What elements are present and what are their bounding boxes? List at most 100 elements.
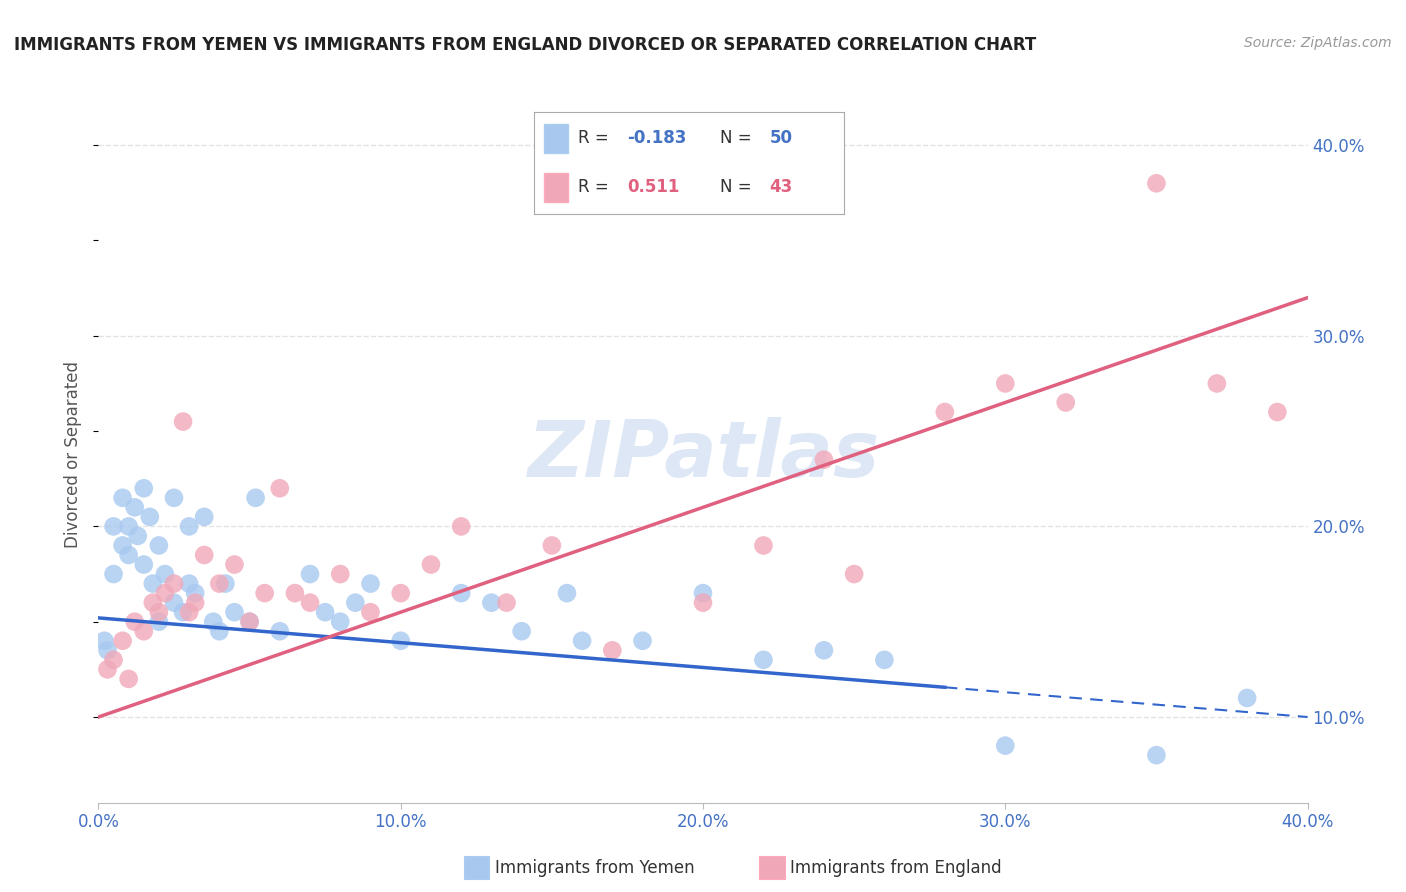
Point: [631, 633, 654, 648]
Point: [96, 643, 118, 657]
Point: [132, 558, 155, 572]
Point: [163, 576, 186, 591]
Text: ZIPatlas: ZIPatlas: [527, 417, 879, 493]
Point: [450, 586, 472, 600]
Point: [214, 576, 236, 591]
Point: [571, 633, 593, 648]
Point: [179, 576, 201, 591]
Point: [184, 596, 207, 610]
Point: [184, 586, 207, 600]
Point: [202, 615, 225, 629]
Point: [148, 539, 170, 553]
Point: [103, 567, 125, 582]
Point: [1146, 748, 1168, 763]
Point: [208, 576, 231, 591]
Point: [420, 558, 443, 572]
Point: [224, 605, 246, 619]
Point: [1146, 176, 1168, 190]
Point: [540, 539, 562, 553]
Point: [118, 672, 141, 686]
Point: [163, 491, 186, 505]
Point: [934, 405, 956, 419]
Point: [179, 519, 201, 533]
Point: [481, 596, 503, 610]
Bar: [544, 124, 568, 153]
Point: [148, 615, 170, 629]
Point: [172, 605, 194, 619]
Text: R =: R =: [578, 129, 609, 147]
Point: [389, 633, 412, 648]
Text: Immigrants from Yemen: Immigrants from Yemen: [495, 859, 695, 877]
Point: [124, 500, 146, 515]
Point: [142, 596, 165, 610]
Point: [224, 558, 246, 572]
Point: [495, 596, 517, 610]
Point: [994, 376, 1017, 391]
Bar: [544, 173, 568, 202]
Point: [103, 653, 125, 667]
Point: [124, 615, 146, 629]
Point: [389, 586, 412, 600]
Point: [239, 615, 262, 629]
Text: R =: R =: [578, 178, 609, 196]
Text: 43: 43: [769, 178, 793, 196]
Point: [127, 529, 149, 543]
Point: [118, 519, 141, 533]
Point: [284, 586, 307, 600]
Point: [1054, 395, 1077, 409]
Point: [142, 576, 165, 591]
Point: [269, 624, 291, 639]
Point: [692, 586, 714, 600]
Text: IMMIGRANTS FROM YEMEN VS IMMIGRANTS FROM ENGLAND DIVORCED OR SEPARATED CORRELATI: IMMIGRANTS FROM YEMEN VS IMMIGRANTS FROM…: [14, 36, 1036, 54]
Text: N =: N =: [720, 178, 751, 196]
Text: 0.511: 0.511: [627, 178, 679, 196]
Point: [153, 586, 176, 600]
Point: [299, 596, 322, 610]
Point: [111, 539, 134, 553]
Point: [111, 491, 134, 505]
Point: [163, 596, 186, 610]
Text: Source: ZipAtlas.com: Source: ZipAtlas.com: [1244, 36, 1392, 50]
Point: [1236, 690, 1258, 705]
Point: [96, 662, 118, 676]
Point: [360, 576, 382, 591]
Point: [172, 415, 194, 429]
Point: [148, 605, 170, 619]
Point: [873, 653, 896, 667]
Point: [132, 481, 155, 495]
Point: [450, 519, 472, 533]
Point: [314, 605, 336, 619]
Point: [245, 491, 267, 505]
Point: [132, 624, 155, 639]
Y-axis label: Divorced or Separated: Divorced or Separated: [65, 361, 83, 549]
Point: [329, 615, 352, 629]
Point: [139, 509, 162, 524]
Point: [153, 567, 176, 582]
Point: [813, 643, 835, 657]
Text: N =: N =: [720, 129, 751, 147]
Point: [269, 481, 291, 495]
Point: [208, 624, 231, 639]
Point: [1267, 405, 1289, 419]
Point: [510, 624, 533, 639]
Point: [1206, 376, 1229, 391]
Point: [299, 567, 322, 582]
Point: [360, 605, 382, 619]
Point: [329, 567, 352, 582]
Point: [555, 586, 578, 600]
Point: [103, 519, 125, 533]
Point: [602, 643, 624, 657]
Text: 50: 50: [769, 129, 793, 147]
Point: [193, 509, 215, 524]
Text: Immigrants from England: Immigrants from England: [790, 859, 1002, 877]
Text: -0.183: -0.183: [627, 129, 686, 147]
Point: [179, 605, 201, 619]
Point: [844, 567, 866, 582]
Point: [752, 539, 775, 553]
Point: [692, 596, 714, 610]
Point: [118, 548, 141, 562]
Point: [994, 739, 1017, 753]
Point: [813, 452, 835, 467]
Point: [344, 596, 367, 610]
Point: [239, 615, 262, 629]
